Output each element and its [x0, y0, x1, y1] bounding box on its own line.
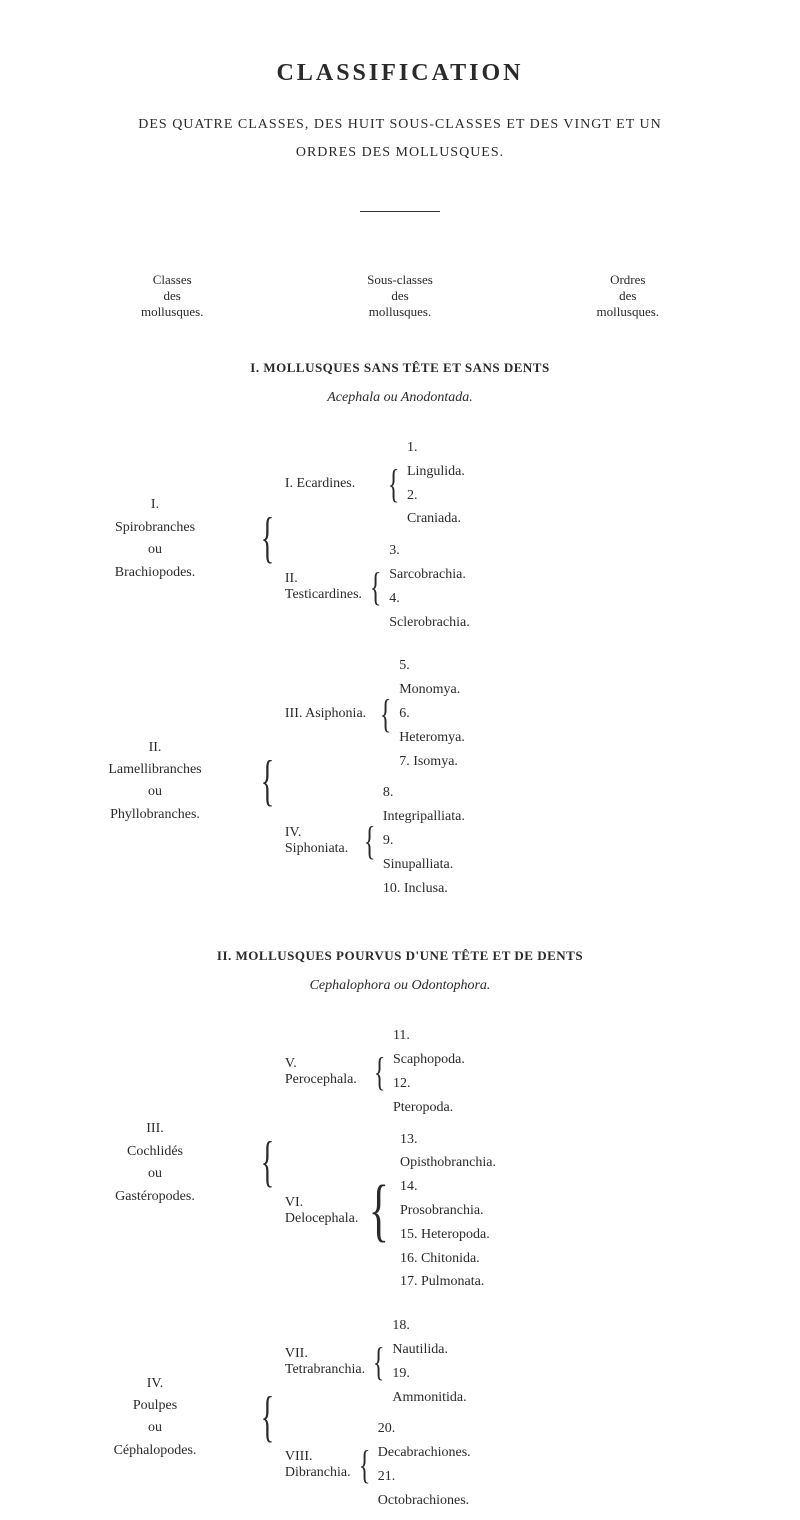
brace-icon: { — [356, 1448, 372, 1482]
brace-icon: { — [377, 697, 393, 731]
brace-icon: { — [371, 1055, 387, 1089]
subclass-3: III. Asiphonia. — [285, 706, 372, 722]
orders-8-10: 8. Integripalliata. 9. Sinupalliata. 10.… — [383, 781, 465, 900]
order-6: 6. Heteromya. — [399, 702, 465, 750]
class-4-ou: ou — [60, 1417, 250, 1439]
header-classes: Classes des mollusques. — [60, 272, 284, 320]
order-19: 19. Ammonitida. — [392, 1362, 466, 1410]
header-orders-3: mollusques. — [516, 304, 740, 320]
order-9: 9. Sinupalliata. — [383, 829, 465, 877]
order-4: 4. Sclerobrachia. — [389, 587, 469, 635]
order-17: 17. Pulmonata. — [400, 1270, 496, 1294]
divider-rule — [360, 211, 440, 212]
class-2-subclasses: III. Asiphonia. { 5. Monomya. 6. Heterom… — [285, 654, 465, 908]
class-1-block: I. Spirobranches ou Brachiopodes. { I. E… — [60, 436, 740, 642]
orders-3-4: 3. Sarcobrachia. 4. Sclerobrachia. — [389, 539, 469, 634]
class-3-block: III. Cochlidés ou Gastéropodes. { V. Per… — [60, 1024, 740, 1302]
brace-icon: { — [259, 1139, 276, 1187]
class-3-name2: Gastéropodes. — [60, 1186, 250, 1208]
brace-icon: { — [259, 1394, 276, 1442]
order-15: 15. Heteropoda. — [400, 1223, 496, 1247]
order-10: 10. Inclusa. — [383, 877, 465, 901]
brace-icon: { — [371, 1345, 387, 1379]
section-2-subtitle: Cephalophora ou Odontophora. — [60, 978, 740, 994]
class-4-name1: Poulpes — [60, 1395, 250, 1417]
class-3-name1: Cochlidés — [60, 1141, 250, 1163]
order-18: 18. Nautilida. — [392, 1314, 466, 1362]
subclass-7: VII. Tetrabranchia. — [285, 1346, 365, 1378]
brace-icon: { — [367, 570, 383, 604]
orders-13-17: 13. Opisthobranchia. 14. Prosobranchia. … — [400, 1128, 496, 1295]
brace-icon: { — [367, 1181, 392, 1241]
order-11: 11. Scaphopoda. — [393, 1024, 465, 1072]
subtitle-line-1: DES QUATRE CLASSES, DES HUIT SOUS-CLASSE… — [60, 117, 740, 133]
subclass-1: I. Ecardines. — [285, 476, 380, 492]
subclass-8: VIII. Dibranchia. — [285, 1449, 351, 1481]
orders-20-21: 20. Decabrachiones. 21. Octobrachiones. — [378, 1417, 471, 1512]
header-orders: Ordres des mollusques. — [516, 272, 740, 320]
column-headers: Classes des mollusques. Sous-classes des… — [60, 272, 740, 320]
class-1-name2: Brachiopodes. — [60, 562, 250, 584]
brace-icon: { — [361, 824, 377, 858]
subtitle-line-2: ORDRES DES MOLLUSQUES. — [60, 145, 740, 161]
header-subclasses-3: mollusques. — [288, 304, 512, 320]
class-2-roman: II. — [149, 737, 162, 759]
order-3: 3. Sarcobrachia. — [389, 539, 469, 587]
brace-icon: { — [385, 467, 401, 501]
orders-18-19: 18. Nautilida. 19. Ammonitida. — [392, 1314, 466, 1409]
section-1-title: I. MOLLUSQUES SANS TÊTE ET SANS DENTS — [60, 360, 740, 376]
class-2-name1: Lamellibranches — [60, 759, 250, 781]
order-20: 20. Decabrachiones. — [378, 1417, 471, 1465]
subclass-5: V. Perocephala. — [285, 1056, 366, 1088]
header-subclasses-1: Sous-classes — [288, 272, 512, 288]
subclass-4: IV. Siphoniata. — [285, 825, 356, 857]
class-4-label: IV. Poulpes ou Céphalopodes. — [60, 1373, 250, 1463]
class-1-name1: Spirobranches — [60, 517, 250, 539]
orders-11-12: 11. Scaphopoda. 12. Pteropoda. — [393, 1024, 465, 1119]
class-4-name2: Céphalopodes. — [60, 1440, 250, 1462]
header-classes-2: des — [60, 288, 284, 304]
subclass-2: II. Testicardines. — [285, 571, 362, 603]
section-2-title: II. MOLLUSQUES POURVUS D'UNE TÊTE ET DE … — [60, 948, 740, 964]
order-1: 1. Lingulida. — [407, 436, 465, 484]
class-2-block: II. Lamellibranches ou Phyllobranches. {… — [60, 654, 740, 908]
header-orders-1: Ordres — [516, 272, 740, 288]
header-orders-2: des — [516, 288, 740, 304]
header-subclasses: Sous-classes des mollusques. — [288, 272, 512, 320]
brace-icon: { — [259, 758, 276, 806]
header-classes-1: Classes — [60, 272, 284, 288]
orders-5-7: 5. Monomya. 6. Heteromya. 7. Isomya. — [399, 654, 465, 773]
class-4-subclasses: VII. Tetrabranchia. { 18. Nautilida. 19.… — [285, 1314, 465, 1520]
section-1-subtitle: Acephala ou Anodontada. — [60, 390, 740, 406]
class-2-label: II. Lamellibranches ou Phyllobranches. — [60, 737, 250, 827]
class-4-roman: IV. — [147, 1373, 163, 1395]
class-1-ou: ou — [60, 539, 250, 561]
class-1-roman: I. — [151, 494, 159, 516]
order-14: 14. Prosobranchia. — [400, 1175, 496, 1223]
order-13: 13. Opisthobranchia. — [400, 1128, 496, 1176]
class-3-roman: III. — [146, 1118, 164, 1140]
order-5: 5. Monomya. — [399, 654, 465, 702]
order-2: 2. Craniada. — [407, 484, 465, 532]
order-7: 7. Isomya. — [399, 750, 465, 774]
brace-icon: { — [259, 515, 276, 563]
order-16: 16. Chitonida. — [400, 1247, 496, 1271]
class-2-ou: ou — [60, 781, 250, 803]
order-21: 21. Octobrachiones. — [378, 1465, 471, 1513]
class-1-subclasses: I. Ecardines. { 1. Lingulida. 2. Craniad… — [285, 436, 465, 642]
main-title: CLASSIFICATION — [60, 60, 740, 87]
header-subclasses-2: des — [288, 288, 512, 304]
class-2-name2: Phyllobranches. — [60, 804, 250, 826]
class-1-label: I. Spirobranches ou Brachiopodes. — [60, 494, 250, 584]
class-3-ou: ou — [60, 1163, 250, 1185]
class-3-subclasses: V. Perocephala. { 11. Scaphopoda. 12. Pt… — [285, 1024, 465, 1302]
orders-1-2: 1. Lingulida. 2. Craniada. — [407, 436, 465, 531]
class-3-label: III. Cochlidés ou Gastéropodes. — [60, 1118, 250, 1208]
order-12: 12. Pteropoda. — [393, 1072, 465, 1120]
class-4-block: IV. Poulpes ou Céphalopodes. { VII. Tetr… — [60, 1314, 740, 1520]
subclass-6: VI. Delocephala. — [285, 1195, 358, 1227]
header-classes-3: mollusques. — [60, 304, 284, 320]
order-8: 8. Integripalliata. — [383, 781, 465, 829]
